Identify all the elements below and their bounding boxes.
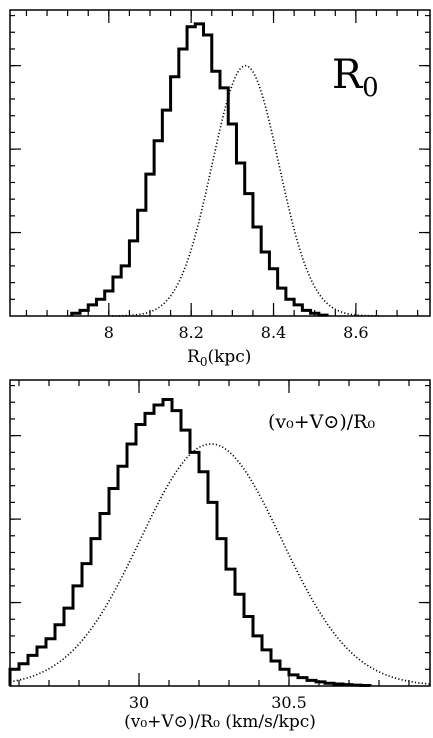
histogram-series-frequency xyxy=(8,397,372,687)
tick-marks-frequency xyxy=(10,380,430,686)
panel-label-r0: R0 xyxy=(332,52,379,103)
tick-marks-r0 xyxy=(10,10,430,316)
gaussian-curve-frequency xyxy=(9,443,431,685)
x-axis-label-frequency: (v₀+V⊙)/R₀ (km/s/kpc) xyxy=(124,712,316,732)
x-tick-label: 8 xyxy=(104,323,114,342)
plot-frame-r0 xyxy=(9,9,431,317)
plot-frame-frequency xyxy=(9,379,431,687)
x-tick-label: 8.2 xyxy=(178,323,203,342)
x-tick-label: 8.4 xyxy=(261,323,286,342)
x-tick-label: 30 xyxy=(129,693,149,712)
panel-label-frequency: (v₀+V⊙)/R₀ xyxy=(268,411,375,433)
x-tick-labels-r0: 8 8.2 8.4 8.6 xyxy=(104,323,369,342)
gaussian-curve-r0 xyxy=(112,64,379,317)
x-tick-label: 30.5 xyxy=(271,693,307,712)
panel-frequency: 30 30.5 (v₀+V⊙)/R₀ (v₀+V⊙)/R₀ (km/s/kpc) xyxy=(8,379,431,732)
x-tick-labels-frequency: 30 30.5 xyxy=(129,693,307,712)
x-tick-label: 8.6 xyxy=(343,323,368,342)
x-axis-label-r0: R0(kpc) xyxy=(187,347,251,369)
histogram-series-r0 xyxy=(70,22,329,317)
panel-r0: 8 8.2 8.4 8.6 R0 R0(kpc) xyxy=(9,9,431,369)
